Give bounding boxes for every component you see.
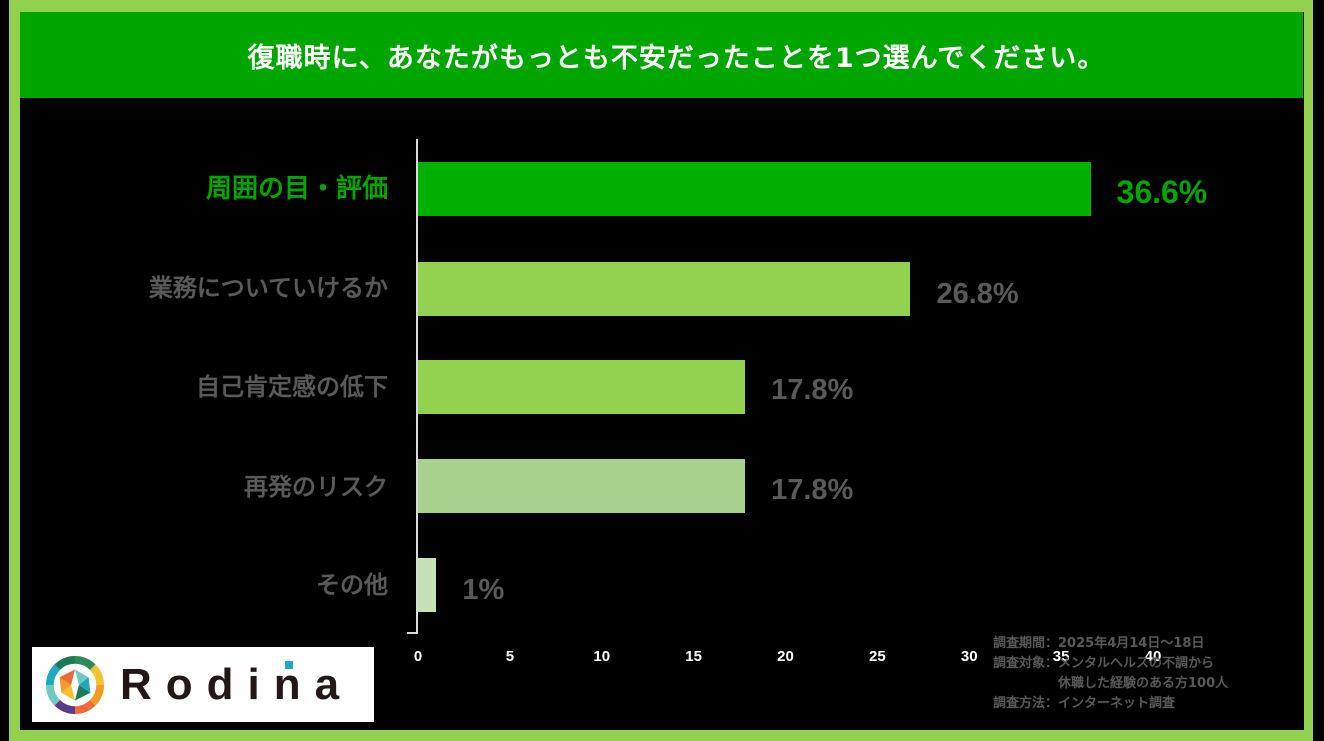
method-value: インターネット調査 — [1058, 696, 1176, 711]
target-value: メンタルヘルスの不調から — [1058, 656, 1215, 671]
value-label: 17.8% — [771, 374, 854, 406]
category-label: その他 — [316, 571, 388, 599]
logo-wordmark: Rodina — [120, 659, 354, 709]
bar-jiko-kouteikan — [418, 360, 746, 414]
value-label: 1% — [462, 574, 505, 606]
x-tick: 15 — [685, 648, 702, 665]
chart-title: 復職時に、あなたがもっとも不安だったことを1つ選んでください。 — [247, 42, 1106, 74]
x-tick: 0 — [413, 648, 423, 665]
bar-sonota — [418, 558, 437, 612]
logo-accent-dot — [285, 661, 293, 669]
value-label: 17.8% — [771, 474, 854, 506]
period-value: 2025年4月14日～18日 — [1058, 636, 1205, 651]
category-label: 周囲の目・評価 — [205, 174, 388, 204]
x-tick: 30 — [960, 648, 978, 665]
x-tick: 35 — [1052, 648, 1070, 665]
x-tick: 5 — [505, 648, 515, 665]
x-tick: 40 — [1144, 648, 1162, 665]
x-tick: 10 — [593, 648, 611, 665]
method-label: 調査方法： — [993, 696, 1059, 711]
value-label: 26.8% — [936, 278, 1019, 310]
x-tick: 25 — [869, 648, 886, 665]
x-tick: 20 — [777, 648, 794, 665]
aperture-logo-icon — [46, 655, 104, 714]
period-label: 調査期間： — [993, 636, 1059, 651]
rodina-logo: Rodina — [32, 647, 374, 722]
category-label: 再発のリスク — [244, 473, 388, 501]
category-label: 自己肯定感の低下 — [196, 373, 388, 401]
category-label: 業務についていけるか — [148, 274, 388, 302]
y-axis-tick — [407, 632, 418, 634]
target-value-cont: 休職した経験のある方100人 — [1058, 676, 1229, 691]
title-bar: 復職時に、あなたがもっとも不安だったことを1つ選んでください。 — [20, 12, 1303, 98]
bar-gyoumu — [418, 262, 911, 316]
value-label: 36.6% — [1116, 174, 1208, 210]
survey-note: 調査期間：2025年4月14日～18日 調査対象：メンタルヘルスの不調から 調査… — [993, 634, 1228, 714]
y-axis-line — [416, 139, 418, 633]
target-label: 調査対象： — [993, 656, 1059, 671]
bar-shuui-no-me — [418, 162, 1091, 216]
bar-saihatsu — [418, 459, 746, 513]
